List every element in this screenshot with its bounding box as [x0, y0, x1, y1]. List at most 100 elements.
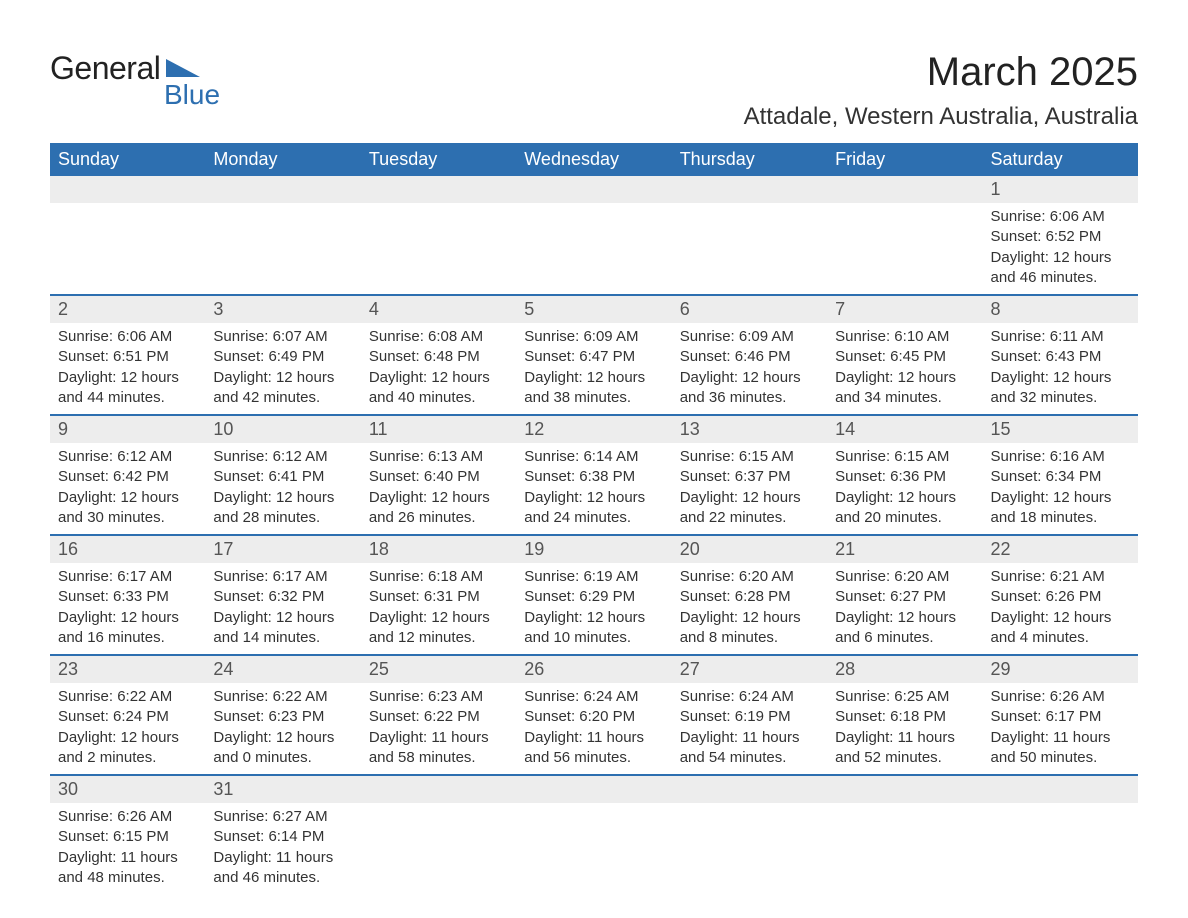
- daylight-text: Daylight: 12 hours and 16 minutes.: [58, 608, 197, 649]
- weekday-header: Tuesday: [361, 143, 516, 176]
- weekday-header: Saturday: [983, 143, 1138, 176]
- day-number: 17: [205, 536, 360, 563]
- day-content: Sunrise: 6:09 AMSunset: 6:46 PMDaylight:…: [672, 323, 827, 414]
- sunset-text: Sunset: 6:34 PM: [991, 467, 1130, 487]
- sunset-text: Sunset: 6:41 PM: [213, 467, 352, 487]
- day-content: [983, 803, 1138, 875]
- day-number: 11: [361, 416, 516, 443]
- calendar-week-row: 1Sunrise: 6:06 AMSunset: 6:52 PMDaylight…: [50, 176, 1138, 295]
- calendar-day-cell: 11Sunrise: 6:13 AMSunset: 6:40 PMDayligh…: [361, 415, 516, 535]
- sunset-text: Sunset: 6:47 PM: [524, 347, 663, 367]
- day-content: Sunrise: 6:24 AMSunset: 6:20 PMDaylight:…: [516, 683, 671, 774]
- daylight-text: Daylight: 12 hours and 34 minutes.: [835, 368, 974, 409]
- day-number: 29: [983, 656, 1138, 683]
- day-number: 15: [983, 416, 1138, 443]
- daylight-text: Daylight: 12 hours and 2 minutes.: [58, 728, 197, 769]
- calendar-day-cell: [983, 775, 1138, 894]
- sunrise-text: Sunrise: 6:17 AM: [58, 567, 197, 587]
- calendar-week-row: 2Sunrise: 6:06 AMSunset: 6:51 PMDaylight…: [50, 295, 1138, 415]
- day-content: [827, 203, 982, 275]
- sunset-text: Sunset: 6:17 PM: [991, 707, 1130, 727]
- daylight-text: Daylight: 12 hours and 4 minutes.: [991, 608, 1130, 649]
- day-number: [672, 776, 827, 803]
- day-number: 31: [205, 776, 360, 803]
- calendar-day-cell: 18Sunrise: 6:18 AMSunset: 6:31 PMDayligh…: [361, 535, 516, 655]
- day-number: 5: [516, 296, 671, 323]
- daylight-text: Daylight: 12 hours and 36 minutes.: [680, 368, 819, 409]
- calendar-day-cell: 29Sunrise: 6:26 AMSunset: 6:17 PMDayligh…: [983, 655, 1138, 775]
- sunrise-text: Sunrise: 6:20 AM: [835, 567, 974, 587]
- sunset-text: Sunset: 6:52 PM: [991, 227, 1130, 247]
- weekday-header: Sunday: [50, 143, 205, 176]
- day-content: Sunrise: 6:20 AMSunset: 6:28 PMDaylight:…: [672, 563, 827, 654]
- calendar-day-cell: 30Sunrise: 6:26 AMSunset: 6:15 PMDayligh…: [50, 775, 205, 894]
- weekday-header: Friday: [827, 143, 982, 176]
- logo: General Blue: [50, 50, 220, 111]
- sunset-text: Sunset: 6:43 PM: [991, 347, 1130, 367]
- day-number: [361, 176, 516, 203]
- sunrise-text: Sunrise: 6:08 AM: [369, 327, 508, 347]
- sunrise-text: Sunrise: 6:22 AM: [213, 687, 352, 707]
- daylight-text: Daylight: 12 hours and 28 minutes.: [213, 488, 352, 529]
- day-content: Sunrise: 6:17 AMSunset: 6:33 PMDaylight:…: [50, 563, 205, 654]
- sunrise-text: Sunrise: 6:09 AM: [680, 327, 819, 347]
- calendar-day-cell: 6Sunrise: 6:09 AMSunset: 6:46 PMDaylight…: [672, 295, 827, 415]
- day-content: Sunrise: 6:21 AMSunset: 6:26 PMDaylight:…: [983, 563, 1138, 654]
- sunset-text: Sunset: 6:36 PM: [835, 467, 974, 487]
- calendar-day-cell: 25Sunrise: 6:23 AMSunset: 6:22 PMDayligh…: [361, 655, 516, 775]
- daylight-text: Daylight: 12 hours and 42 minutes.: [213, 368, 352, 409]
- day-number: [516, 176, 671, 203]
- sunset-text: Sunset: 6:18 PM: [835, 707, 974, 727]
- daylight-text: Daylight: 12 hours and 14 minutes.: [213, 608, 352, 649]
- daylight-text: Daylight: 11 hours and 46 minutes.: [213, 848, 352, 889]
- day-number: 23: [50, 656, 205, 683]
- sunrise-text: Sunrise: 6:27 AM: [213, 807, 352, 827]
- calendar-day-cell: 8Sunrise: 6:11 AMSunset: 6:43 PMDaylight…: [983, 295, 1138, 415]
- logo-text-general: General: [50, 50, 160, 87]
- calendar-day-cell: 12Sunrise: 6:14 AMSunset: 6:38 PMDayligh…: [516, 415, 671, 535]
- sunset-text: Sunset: 6:15 PM: [58, 827, 197, 847]
- day-content: [672, 803, 827, 875]
- header: General Blue March 2025 Attadale, Wester…: [50, 50, 1138, 131]
- calendar-day-cell: [827, 775, 982, 894]
- logo-triangle-icon: [166, 55, 200, 82]
- day-number: [516, 776, 671, 803]
- sunrise-text: Sunrise: 6:11 AM: [991, 327, 1130, 347]
- calendar-day-cell: 24Sunrise: 6:22 AMSunset: 6:23 PMDayligh…: [205, 655, 360, 775]
- sunset-text: Sunset: 6:42 PM: [58, 467, 197, 487]
- sunset-text: Sunset: 6:33 PM: [58, 587, 197, 607]
- day-number: 6: [672, 296, 827, 323]
- day-number: 20: [672, 536, 827, 563]
- calendar-day-cell: [205, 176, 360, 295]
- calendar-day-cell: 21Sunrise: 6:20 AMSunset: 6:27 PMDayligh…: [827, 535, 982, 655]
- daylight-text: Daylight: 11 hours and 52 minutes.: [835, 728, 974, 769]
- sunrise-text: Sunrise: 6:06 AM: [58, 327, 197, 347]
- day-number: [361, 776, 516, 803]
- daylight-text: Daylight: 12 hours and 38 minutes.: [524, 368, 663, 409]
- day-content: Sunrise: 6:16 AMSunset: 6:34 PMDaylight:…: [983, 443, 1138, 534]
- calendar-day-cell: [361, 775, 516, 894]
- daylight-text: Daylight: 12 hours and 24 minutes.: [524, 488, 663, 529]
- sunrise-text: Sunrise: 6:15 AM: [835, 447, 974, 467]
- calendar-day-cell: 1Sunrise: 6:06 AMSunset: 6:52 PMDaylight…: [983, 176, 1138, 295]
- calendar-day-cell: 31Sunrise: 6:27 AMSunset: 6:14 PMDayligh…: [205, 775, 360, 894]
- day-content: Sunrise: 6:10 AMSunset: 6:45 PMDaylight:…: [827, 323, 982, 414]
- sunrise-text: Sunrise: 6:16 AM: [991, 447, 1130, 467]
- sunrise-text: Sunrise: 6:25 AM: [835, 687, 974, 707]
- day-number: 21: [827, 536, 982, 563]
- day-content: Sunrise: 6:18 AMSunset: 6:31 PMDaylight:…: [361, 563, 516, 654]
- day-content: [361, 803, 516, 875]
- day-number: 8: [983, 296, 1138, 323]
- day-content: Sunrise: 6:06 AMSunset: 6:52 PMDaylight:…: [983, 203, 1138, 294]
- day-number: 14: [827, 416, 982, 443]
- sunset-text: Sunset: 6:46 PM: [680, 347, 819, 367]
- calendar-day-cell: 4Sunrise: 6:08 AMSunset: 6:48 PMDaylight…: [361, 295, 516, 415]
- calendar-day-cell: 22Sunrise: 6:21 AMSunset: 6:26 PMDayligh…: [983, 535, 1138, 655]
- day-number: 10: [205, 416, 360, 443]
- sunrise-text: Sunrise: 6:15 AM: [680, 447, 819, 467]
- calendar-day-cell: [50, 176, 205, 295]
- sunset-text: Sunset: 6:51 PM: [58, 347, 197, 367]
- calendar-day-cell: [672, 176, 827, 295]
- daylight-text: Daylight: 11 hours and 54 minutes.: [680, 728, 819, 769]
- day-content: Sunrise: 6:07 AMSunset: 6:49 PMDaylight:…: [205, 323, 360, 414]
